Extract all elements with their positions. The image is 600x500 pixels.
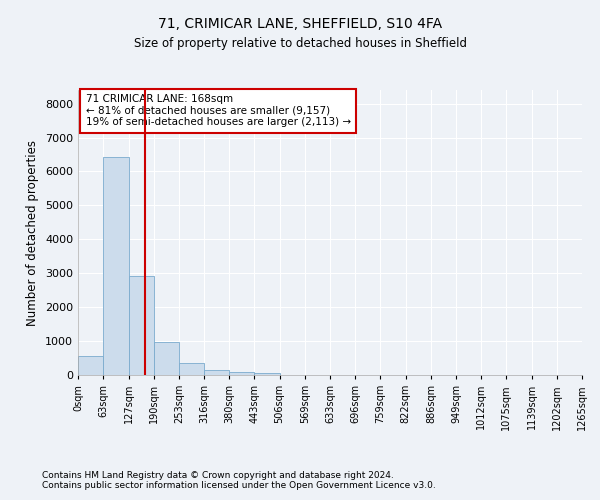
Bar (103, 157, 128, 375)
Bar (229, 372, 254, 375)
Text: Size of property relative to detached houses in Sheffield: Size of property relative to detached ho… (133, 38, 467, 51)
Bar (179, 364, 204, 375)
Bar (128, 276, 154, 375)
Text: 71, CRIMICAR LANE, SHEFFIELD, S10 4FA: 71, CRIMICAR LANE, SHEFFIELD, S10 4FA (158, 18, 442, 32)
Text: Contains public sector information licensed under the Open Government Licence v3: Contains public sector information licen… (42, 481, 436, 490)
Bar (204, 370, 229, 375)
Bar (254, 373, 280, 375)
Y-axis label: Number of detached properties: Number of detached properties (26, 140, 40, 326)
Text: Contains HM Land Registry data © Crown copyright and database right 2024.: Contains HM Land Registry data © Crown c… (42, 471, 394, 480)
Text: 71 CRIMICAR LANE: 168sqm
← 81% of detached houses are smaller (9,157)
19% of sem: 71 CRIMICAR LANE: 168sqm ← 81% of detach… (86, 94, 350, 128)
Bar (154, 342, 179, 375)
Bar (78, 356, 103, 375)
